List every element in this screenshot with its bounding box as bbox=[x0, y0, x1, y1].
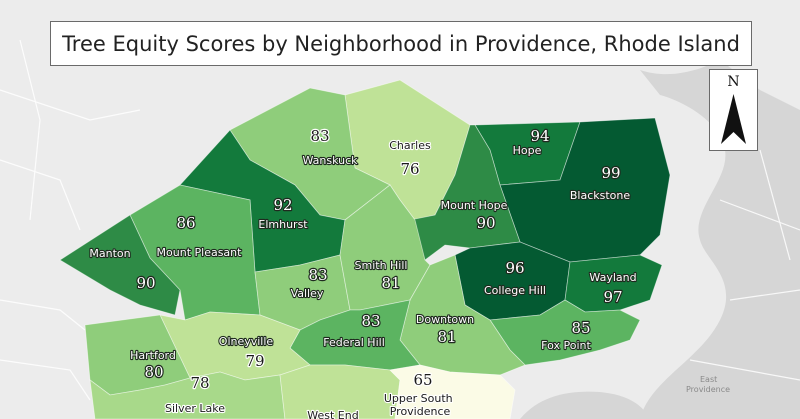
neighborhood-name-elmhurst: Elmhurst bbox=[258, 218, 308, 231]
bay-water bbox=[640, 60, 800, 419]
neighborhood-score-silver-lake: 78 bbox=[190, 374, 209, 392]
upper-south-providence-name-line2: Providence bbox=[390, 405, 451, 418]
north-arrow-box: N bbox=[709, 69, 758, 151]
neighborhood-name-upper-south-providence-line1: Upper South Providence bbox=[384, 392, 456, 418]
neighborhood-name-blackstone: Blackstone bbox=[570, 189, 631, 202]
neighborhood-area-manton bbox=[59, 214, 181, 316]
neighborhood-score-valley: 83 bbox=[308, 266, 327, 284]
neighborhood-name-hartford: Hartford bbox=[130, 349, 176, 362]
neighborhood-area-mount-hope bbox=[409, 124, 521, 261]
north-label: N bbox=[727, 74, 740, 90]
neighborhood-name-wanskuck: Wanskuck bbox=[302, 154, 358, 167]
map-title-box: Tree Equity Scores by Neighborhood in Pr… bbox=[50, 21, 752, 66]
river-water bbox=[520, 391, 650, 419]
neighborhood-score-manton: 90 bbox=[136, 274, 155, 292]
neighborhood-name-smith-hill: Smith Hill bbox=[355, 259, 408, 272]
neighborhood-name-fox-point: Fox Point bbox=[541, 339, 591, 352]
neighborhood-name-hope: Hope bbox=[513, 144, 542, 157]
neighborhood-score-hartford: 80 bbox=[144, 363, 163, 381]
neighborhood-score-smith-hill: 81 bbox=[381, 274, 400, 292]
neighborhood-area-upper-south-providence bbox=[389, 364, 516, 419]
neighborhood-score-elmhurst: 92 bbox=[273, 196, 292, 214]
neighborhood-score-hope: 94 bbox=[530, 127, 549, 145]
neighborhood-score-blackstone: 99 bbox=[601, 164, 620, 182]
neighborhood-score-federal-hill: 83 bbox=[361, 312, 380, 330]
neighborhood-name-college-hill: College Hill bbox=[484, 284, 546, 297]
neighborhood-labels: Charles 76 83 Wanskuck 94 Hope 99 Blacks… bbox=[88, 126, 637, 419]
neighborhood-score-college-hill: 96 bbox=[505, 259, 524, 277]
neighborhood-polygons bbox=[59, 79, 671, 419]
neighborhood-name-valley: Valley bbox=[291, 287, 324, 300]
neighborhood-name-mount-pleasant: Mount Pleasant bbox=[157, 246, 243, 259]
neighborhood-score-mount-hope: 90 bbox=[476, 214, 495, 232]
neighborhood-name-west-end: West End bbox=[307, 409, 358, 419]
neighborhood-name-downtown: Downtown bbox=[416, 313, 474, 326]
neighborhood-score-wayland: 97 bbox=[603, 288, 622, 306]
neighborhood-score-olneyville: 79 bbox=[245, 352, 264, 370]
upper-south-providence-name: Upper South bbox=[384, 392, 453, 405]
neighborhood-score-mount-pleasant: 86 bbox=[176, 214, 195, 232]
neighborhood-name-mount-hope: Mount Hope bbox=[441, 199, 508, 212]
map-title: Tree Equity Scores by Neighborhood in Pr… bbox=[62, 31, 740, 56]
neighborhood-name-federal-hill: Federal Hill bbox=[323, 336, 385, 349]
basemap-label-east: East bbox=[700, 375, 717, 384]
neighborhood-score-downtown: 81 bbox=[437, 328, 456, 346]
neighborhood-area-silver-lake bbox=[89, 371, 286, 419]
neighborhood-name-manton: Manton bbox=[89, 247, 130, 260]
basemap-streets bbox=[0, 39, 800, 401]
neighborhood-score-wanskuck: 83 bbox=[310, 127, 329, 145]
basemap-label-providence: Providence bbox=[686, 385, 730, 394]
neighborhood-name-wayland: Wayland bbox=[589, 271, 636, 284]
neighborhood-name-olneyville: Olneyville bbox=[219, 335, 274, 348]
neighborhood-name-charles: Charles bbox=[389, 139, 431, 152]
neighborhood-name-silver-lake: Silver Lake bbox=[165, 402, 225, 415]
neighborhood-score-charles: 76 bbox=[400, 160, 419, 178]
neighborhood-score-fox-point: 85 bbox=[571, 319, 590, 337]
north-arrow-icon bbox=[721, 94, 746, 144]
neighborhood-score-upper-south-providence: 65 bbox=[413, 371, 432, 389]
